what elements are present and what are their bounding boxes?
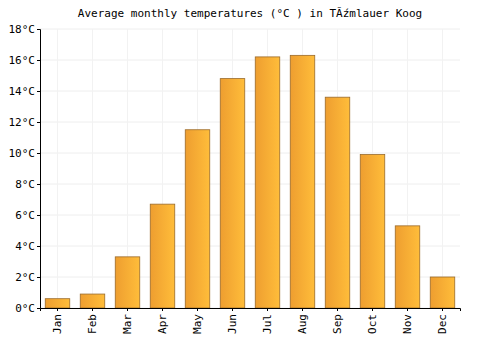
x-tick: Jun [226,308,239,334]
y-tick-label: 8°C [15,178,35,191]
y-tick-mark [37,29,40,30]
y-tick: 18°C [9,23,41,36]
plot: 0°C 2°C 4°C 6°C 8°C 10°C 12°C 14°C 16°C 18°C Jan Fe… [9,23,461,334]
grid-line [40,91,460,92]
x-tick: Aug [296,308,309,334]
y-tick-mark [37,277,40,278]
x-tick-label: Nov [401,314,414,334]
x-tick-label: Aug [296,314,309,334]
x-tick: Nov [401,308,414,334]
x-tick-mark [232,308,233,311]
y-tick-mark [37,246,40,247]
grid-line [40,215,460,216]
x-tick-mark [442,308,443,311]
bar [255,57,280,308]
y-tick-mark [37,60,40,61]
x-tick: May [191,308,204,334]
y-tick-label: 16°C [9,54,36,67]
y-tick-label: 12°C [9,116,36,129]
x-tick-label: May [191,314,204,334]
x-tick: Jan [51,308,64,334]
y-tick: 6°C [15,209,40,222]
x-tick-label: Jul [261,314,274,334]
x-tick-label: Sep [331,314,344,334]
x-tick: Jul [261,308,274,334]
y-axis-line [37,30,41,309]
x-tick-mark [372,308,373,311]
chart: Average monthly temperatures (°C ) in TĂ… [0,0,500,350]
bar [80,294,105,308]
grid-line [40,153,460,154]
grid-line-vertical [92,29,93,308]
x-tick-label: Jun [226,314,239,334]
y-tick-label: 2°C [15,271,35,284]
bar [360,155,385,308]
x-tick: Apr [156,308,169,334]
y-tick-label: 4°C [15,240,35,253]
y-tick-mark [37,122,40,123]
y-tick-label: 14°C [9,85,36,98]
bar [185,130,210,308]
grid-line-vertical [57,29,58,308]
x-tick-label: Jan [51,314,64,334]
y-tick: 0°C [15,302,40,315]
x-tick-mark [337,308,338,311]
bar [395,226,420,308]
x-tick-mark [92,308,93,311]
y-tick-label: 10°C [9,147,36,160]
x-axis-line [41,309,461,312]
y-tick: 4°C [15,240,40,253]
x-tick-label: Feb [86,314,99,334]
y-tick: 12°C [9,116,41,129]
bar [430,277,455,308]
bar [45,299,70,308]
y-tick: 8°C [15,178,40,191]
x-tick: Mar [121,308,134,334]
y-tick-label: 18°C [9,23,36,36]
x-tick-mark [407,308,408,311]
y-tick-mark [37,308,40,309]
y-tick-mark [37,215,40,216]
grid-line [40,60,460,61]
x-tick: Sep [331,308,344,334]
x-tick-mark [267,308,268,311]
bar [115,257,140,308]
grid [40,29,460,308]
bar [325,97,350,308]
x-tick: Dec [436,308,449,334]
x-tick-label: Oct [366,314,379,334]
bars [45,55,455,308]
bar [220,79,245,308]
x-tick-label: Apr [156,314,169,334]
grid-line [40,122,460,123]
grid-line-vertical [442,29,443,308]
y-axis: 0°C 2°C 4°C 6°C 8°C 10°C 12°C 14°C 16°C 18°C [9,23,41,315]
bar [290,55,315,308]
x-tick-mark [127,308,128,311]
y-tick-mark [37,153,40,154]
bar [150,204,175,308]
y-tick-mark [37,91,40,92]
x-tick-label: Dec [436,314,449,334]
y-tick-label: 0°C [15,302,35,315]
grid-line [40,29,460,30]
y-tick-label: 6°C [15,209,35,222]
x-tick-mark [162,308,163,311]
y-tick: 10°C [9,147,41,160]
x-tick-label: Mar [121,314,134,334]
x-tick-mark [197,308,198,311]
x-tick-mark [57,308,58,311]
y-tick: 2°C [15,271,40,284]
title: Average monthly temperatures (°C ) in TĂ… [78,7,422,20]
x-tick: Oct [366,308,379,334]
y-tick: 16°C [9,54,41,67]
x-tick-mark [302,308,303,311]
y-tick-mark [37,184,40,185]
x-tick: Feb [86,308,99,334]
y-tick: 14°C [9,85,41,98]
x-axis: Jan Feb Mar Apr May Jun Jul Aug Sep Oct Nov Dec [41,308,461,334]
grid-line [40,184,460,185]
